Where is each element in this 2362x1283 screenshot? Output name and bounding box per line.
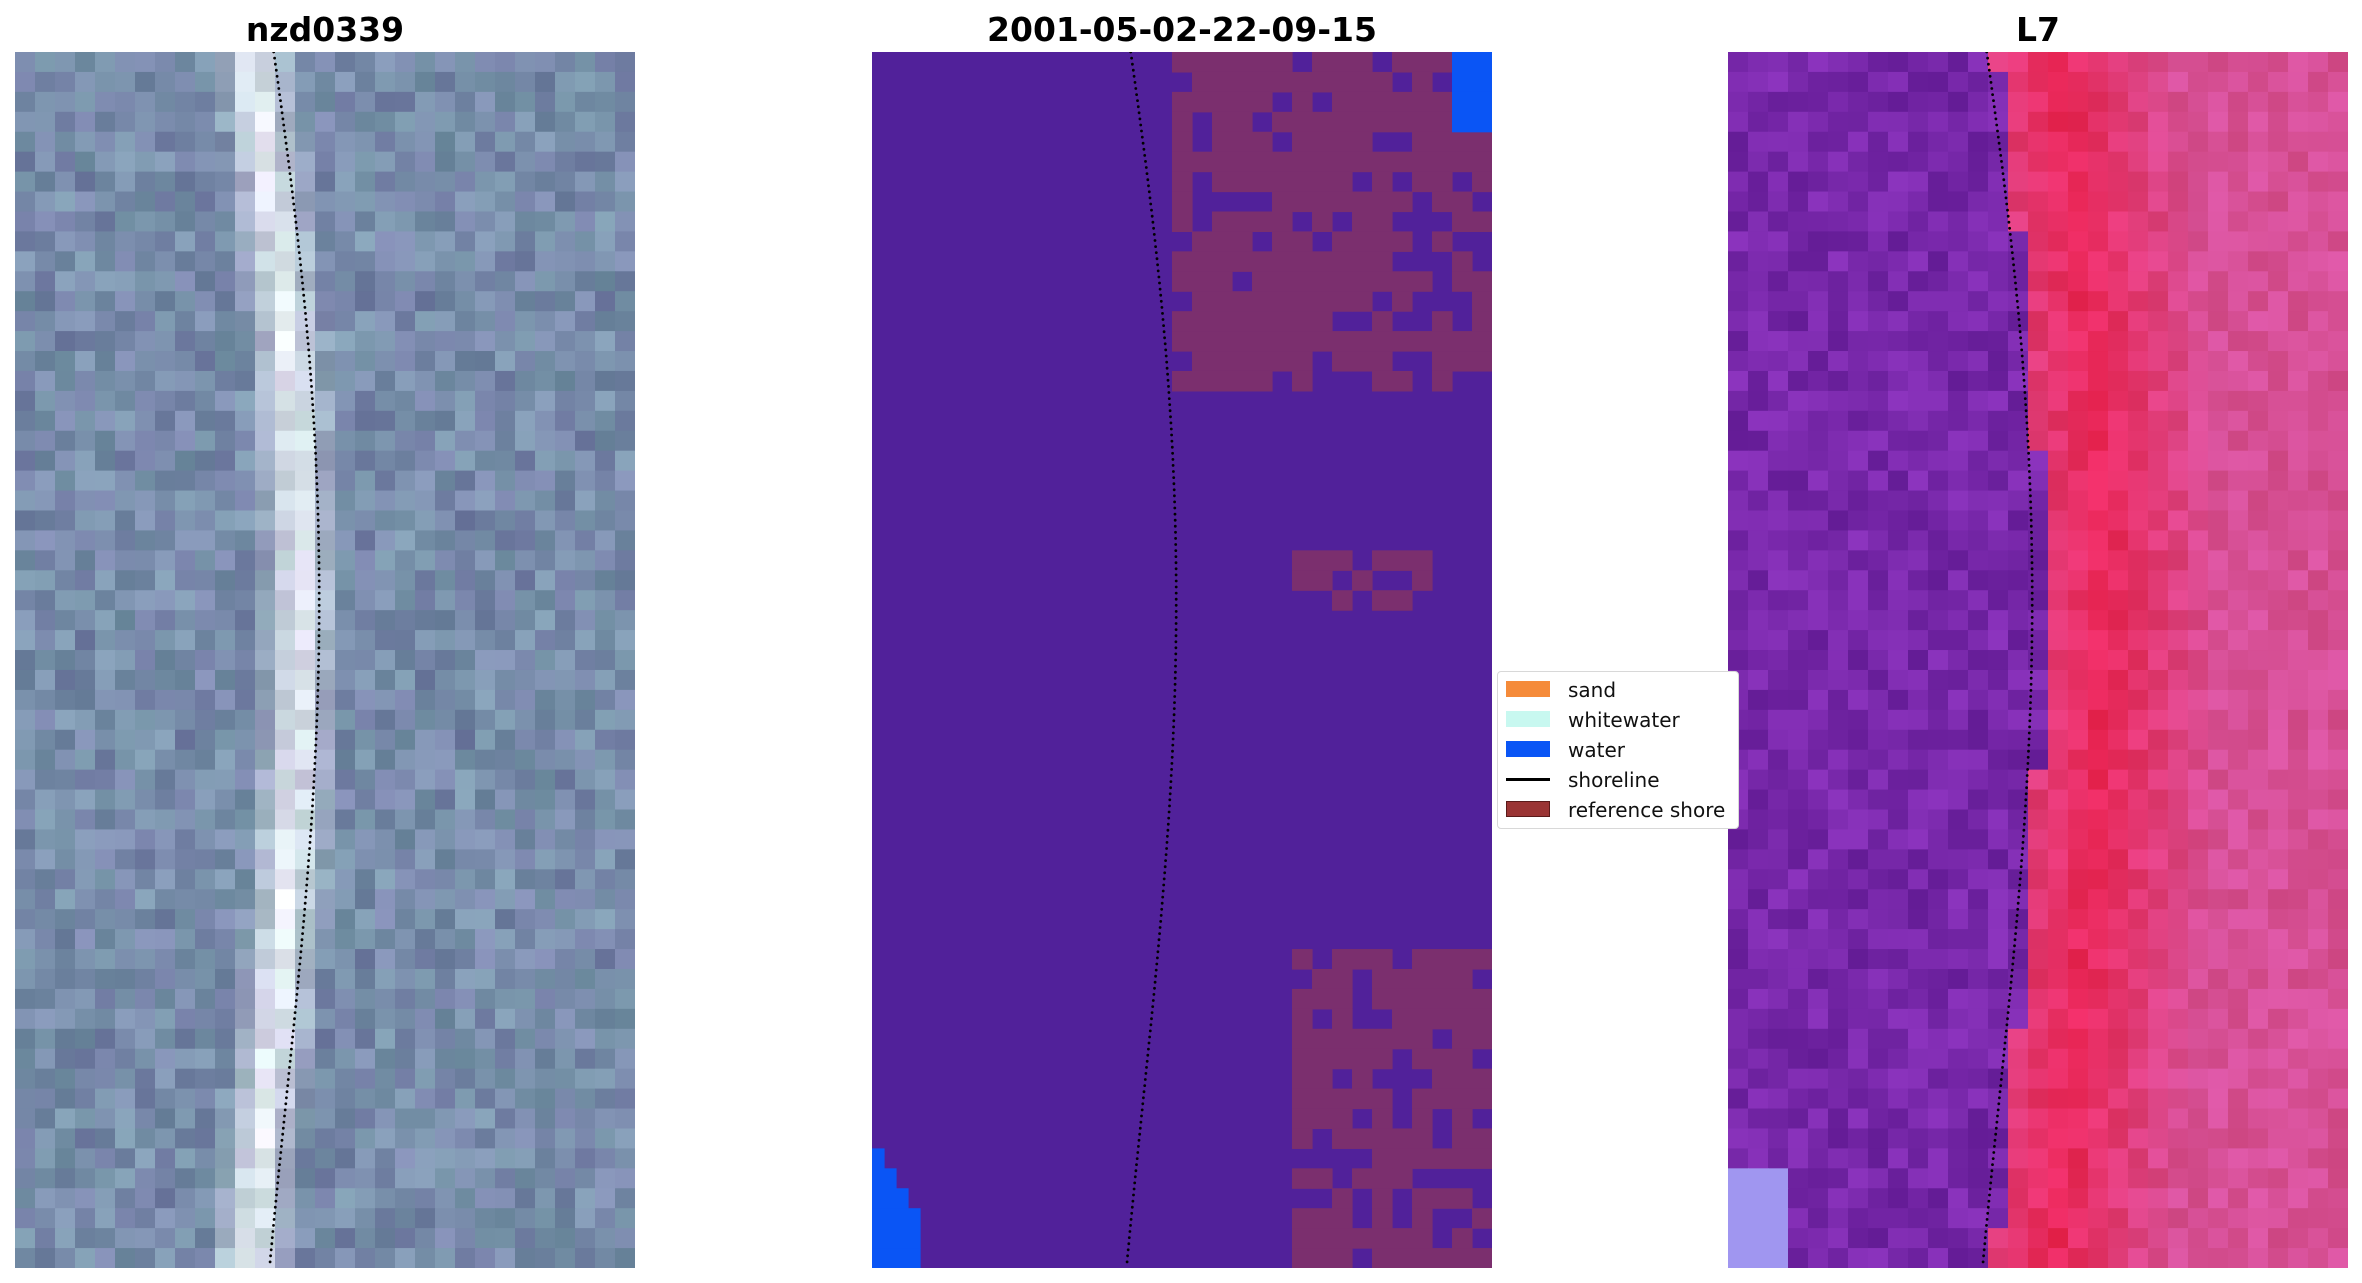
classification-map — [872, 52, 1492, 1268]
panel-title-classification: 2001-05-02-22-09-15 — [987, 10, 1377, 49]
legend-swatch-water — [1506, 741, 1550, 757]
legend-label-reference-shore: reference shore — [1568, 798, 1726, 822]
legend-label-whitewater: whitewater — [1568, 708, 1680, 732]
rgb-image-panel — [15, 52, 635, 1268]
legend-label-shoreline: shoreline — [1568, 768, 1660, 792]
panel-title-false-color: L7 — [2016, 10, 2060, 49]
legend-line-shoreline — [1506, 778, 1550, 781]
legend-label-sand: sand — [1568, 678, 1617, 702]
legend-swatch-sand — [1506, 681, 1550, 697]
rgb-image — [15, 52, 635, 1268]
false-color-panel — [1728, 52, 2348, 1268]
classification-panel — [872, 52, 1492, 1268]
panel-title-rgb: nzd0339 — [245, 10, 405, 49]
false-color-image — [1728, 52, 2348, 1268]
legend-swatch-reference-shore — [1506, 801, 1550, 817]
legend: sand whitewater water shoreline referenc… — [1497, 671, 1739, 829]
legend-swatch-whitewater — [1506, 711, 1550, 727]
legend-label-water: water — [1568, 738, 1625, 762]
